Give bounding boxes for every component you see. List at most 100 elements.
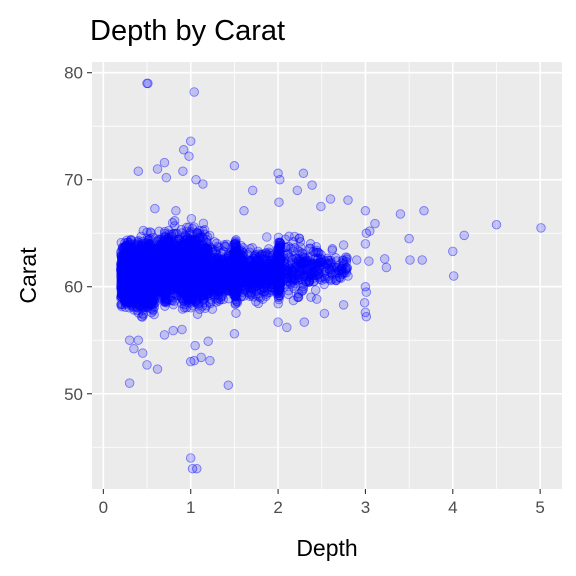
data-point — [131, 286, 142, 296]
data-point — [117, 275, 127, 285]
data-point — [127, 250, 137, 260]
data-point — [125, 273, 136, 283]
data-point — [127, 272, 138, 283]
data-point — [133, 267, 143, 278]
data-point — [120, 255, 131, 266]
data-point — [120, 290, 130, 300]
data-point — [125, 261, 135, 272]
data-point — [129, 272, 140, 283]
data-point — [126, 261, 136, 272]
data-point — [116, 283, 127, 293]
data-point — [123, 267, 133, 277]
data-point — [120, 238, 130, 248]
data-point — [129, 285, 140, 295]
data-point — [132, 256, 142, 266]
data-point — [129, 301, 139, 311]
data-point — [122, 251, 132, 261]
data-point — [126, 278, 136, 289]
data-point — [296, 286, 307, 296]
data-point — [122, 290, 132, 301]
data-point — [120, 273, 130, 283]
data-point — [121, 273, 131, 283]
data-point — [120, 272, 131, 282]
data-point — [312, 245, 322, 256]
data-point — [161, 273, 172, 284]
data-point — [133, 285, 143, 296]
data-point — [132, 265, 142, 276]
data-point — [119, 248, 129, 258]
data-point — [128, 286, 139, 296]
data-point — [162, 286, 172, 297]
data-point — [119, 266, 130, 277]
data-point — [132, 275, 142, 286]
data-point — [125, 255, 135, 265]
data-point — [127, 252, 138, 263]
data-point — [124, 278, 134, 289]
data-point — [116, 281, 126, 292]
data-point — [118, 273, 128, 283]
data-point — [124, 257, 135, 268]
data-point — [127, 290, 137, 300]
data-point — [116, 250, 127, 260]
data-point — [219, 284, 230, 295]
data-point — [130, 260, 140, 271]
data-point — [133, 271, 143, 282]
data-point — [117, 291, 128, 301]
data-point — [131, 286, 141, 296]
data-point — [210, 290, 220, 301]
data-point — [122, 265, 133, 275]
data-point — [122, 259, 133, 269]
data-point — [118, 273, 129, 283]
data-point — [126, 259, 136, 269]
data-point — [126, 268, 137, 279]
data-point — [131, 287, 141, 297]
data-point — [121, 257, 131, 267]
data-point — [125, 269, 135, 279]
data-point — [123, 267, 134, 278]
data-point — [131, 268, 141, 278]
data-point — [127, 271, 137, 282]
data-point — [122, 248, 133, 259]
data-point — [126, 268, 136, 279]
data-point — [124, 269, 135, 279]
data-point — [260, 278, 270, 289]
data-point — [119, 280, 129, 291]
data-point — [126, 283, 136, 294]
data-point — [117, 266, 128, 277]
data-point — [124, 279, 135, 289]
data-point — [131, 277, 142, 287]
data-point — [123, 276, 134, 287]
data-point — [119, 285, 129, 295]
data-point — [130, 262, 140, 273]
data-point — [124, 282, 135, 292]
data-point — [132, 281, 143, 292]
data-point — [133, 276, 143, 287]
data-point — [127, 272, 137, 282]
data-point — [133, 270, 143, 281]
data-point — [285, 279, 296, 289]
data-point — [122, 268, 132, 279]
data-point — [130, 265, 140, 276]
data-point — [117, 301, 127, 312]
data-point — [126, 262, 136, 273]
data-point — [120, 299, 131, 310]
data-point — [116, 299, 127, 310]
data-point — [119, 279, 130, 290]
data-point — [128, 273, 139, 284]
data-point — [117, 242, 128, 253]
data-point — [128, 258, 139, 269]
data-point — [123, 267, 134, 277]
data-point — [127, 262, 138, 273]
data-point — [116, 254, 127, 264]
data-point — [118, 253, 128, 263]
data-point — [117, 270, 128, 280]
data-point — [130, 270, 140, 281]
data-point — [121, 290, 132, 300]
data-point — [118, 262, 129, 273]
data-point — [306, 292, 316, 302]
data-point — [131, 291, 142, 301]
data-point — [132, 248, 142, 259]
data-point — [133, 281, 143, 292]
data-point — [127, 269, 137, 280]
data-point — [129, 264, 140, 275]
